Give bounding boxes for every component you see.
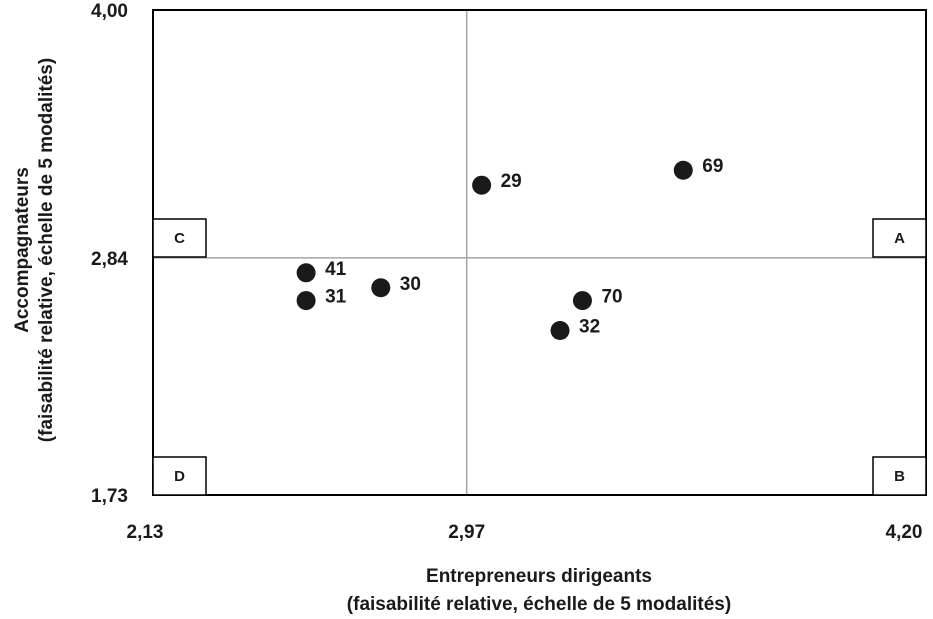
quadrant-label: C: [174, 230, 185, 247]
plot-frame: [152, 9, 927, 496]
reference-lines: [153, 10, 926, 495]
quadrant-a-box: A: [872, 218, 927, 258]
data-point-29: 29: [472, 171, 522, 195]
point-label: 31: [325, 287, 347, 308]
y-axis-title: Accompagnateurs (faisabilité relative, é…: [12, 58, 57, 442]
data-point-70: 70: [572, 287, 623, 311]
data-point-31: 31: [296, 287, 347, 311]
data-point-30: 30: [371, 274, 421, 298]
quadrant-label: B: [894, 468, 905, 485]
quadrant-d-box: D: [152, 456, 207, 496]
x-axis-title-line2: (faisabilité relative, échelle de 5 moda…: [347, 594, 731, 615]
y-axis-title-line1: Accompagnateurs: [12, 167, 33, 333]
quadrant-box-frame: [152, 218, 207, 258]
quadrant-label: D: [174, 468, 185, 485]
point-marker: [472, 175, 492, 195]
data-point-69: 69: [673, 156, 723, 180]
point-marker: [572, 291, 592, 311]
y-tick-label: 1,73: [91, 486, 128, 507]
point-marker: [550, 320, 570, 340]
y-tick-label: 4,00: [91, 1, 128, 22]
point-label: 30: [400, 274, 421, 295]
point-label: 69: [702, 156, 723, 177]
point-marker: [673, 160, 693, 180]
axis-tick-labels: 1,73 2,84 4,00 2,13 2,97 4,20: [91, 1, 922, 543]
quadrant-box-frame: [872, 218, 927, 258]
quadrant-boxes: A B C D: [152, 218, 927, 496]
point-label: 70: [601, 287, 622, 308]
y-axis-title-line2: (faisabilité relative, échelle de 5 moda…: [36, 58, 57, 442]
point-marker: [371, 278, 391, 298]
point-marker: [296, 291, 316, 311]
quadrant-c-box: C: [152, 218, 207, 258]
x-tick-label: 2,13: [127, 522, 164, 543]
quadrant-box-frame: [872, 456, 927, 496]
data-point-41: 41: [296, 259, 347, 283]
point-label: 32: [579, 316, 600, 337]
y-tick-label: 2,84: [91, 249, 128, 270]
point-marker: [296, 263, 316, 283]
x-tick-label: 4,20: [886, 522, 923, 543]
quadrant-b-box: B: [872, 456, 927, 496]
point-label: 29: [501, 171, 522, 192]
point-label: 41: [325, 259, 347, 280]
quadrant-box-frame: [152, 456, 207, 496]
x-tick-label: 2,97: [448, 522, 485, 543]
x-axis-title-line1: Entrepreneurs dirigeants: [426, 566, 652, 587]
quadrant-label: A: [894, 230, 905, 247]
data-point-32: 32: [550, 316, 600, 340]
